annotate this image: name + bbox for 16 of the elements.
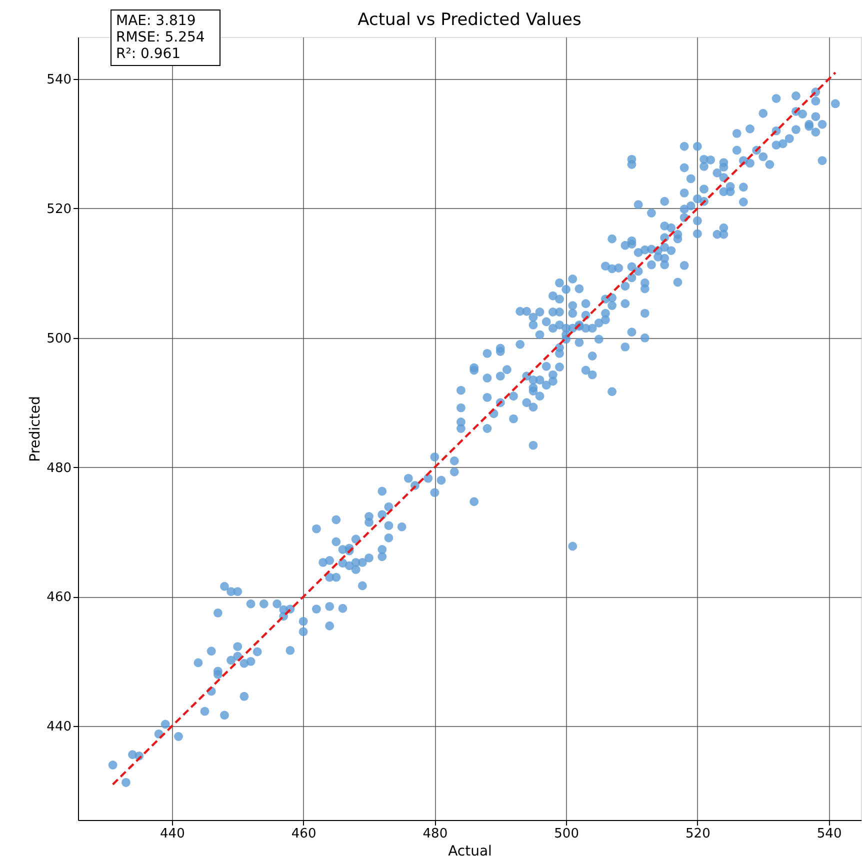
- x-tick-label: 460: [291, 826, 316, 842]
- y-tick-label: 500: [46, 331, 72, 346]
- chart-title: Actual vs Predicted Values: [358, 10, 582, 30]
- x-tick-label: 500: [554, 826, 579, 842]
- y-tick-label: 440: [46, 720, 72, 735]
- y-tick-label: 520: [46, 202, 72, 217]
- y-tick-label: 540: [46, 72, 72, 88]
- y-tick-label: 460: [46, 590, 72, 606]
- y-axis-title: Predicted: [28, 396, 44, 462]
- x-tick-label: 520: [686, 826, 710, 842]
- x-tick-label: 440: [160, 826, 185, 842]
- x-tick-label: 480: [422, 826, 448, 842]
- annotation: MAE: 3.819 RMSE: 5.254 R²: 0.961: [116, 13, 205, 62]
- x-tick-label: 540: [816, 826, 842, 842]
- y-tick-label: 480: [46, 460, 72, 476]
- x-axis-title: Actual: [448, 844, 492, 860]
